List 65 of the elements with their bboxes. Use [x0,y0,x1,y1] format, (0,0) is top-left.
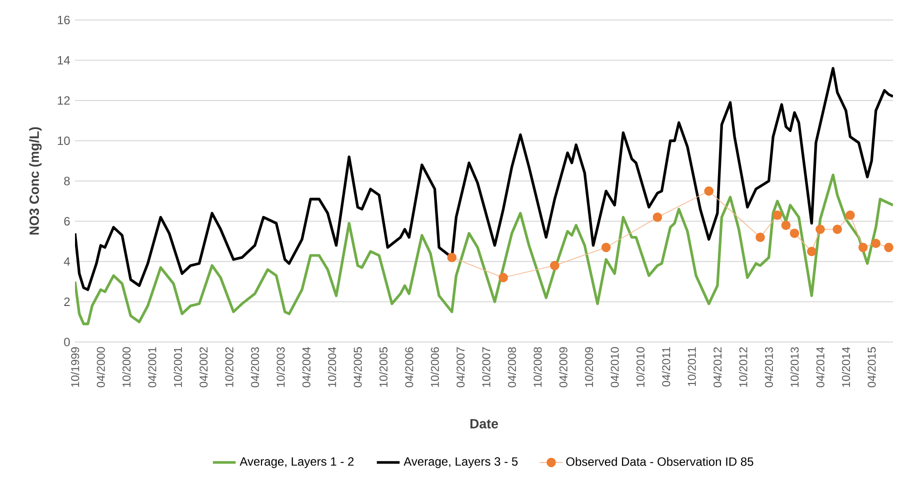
x-tick-label: 04/2009 [559,347,568,388]
x-tick-label: 10/2008 [533,347,542,387]
y-tick-label: 2 [64,298,70,306]
point [601,242,611,252]
y-axis-title: NO3 Conc (mg/L) [29,127,42,235]
point [832,224,842,234]
point [858,242,868,252]
x-tick-label: 10/2013 [790,347,799,387]
point [816,224,825,234]
x-tick-label: 04/2006 [404,347,414,388]
x-tick-label: 04/2008 [508,347,516,388]
x-tick-label: 10/2002 [225,347,234,387]
x-tick-label: 10/2003 [276,347,285,387]
y-tick-label: 6 [64,216,70,226]
x-tick-label: 04/2004 [302,347,310,388]
x-tick-label: 04/2014 [816,347,824,388]
x-tick-label: 04/2003 [250,347,260,388]
x-tick-label: 10/2011 [688,347,696,386]
y-tick-label: 12 [58,96,70,105]
point [806,246,816,256]
point [756,232,765,242]
x-tick-label: 04/2001 [148,347,156,388]
legend-label: Observed Data - Observation ID 85 [566,457,754,466]
x-tick-label: 04/2005 [354,347,362,388]
x-tick-label: 10/2014 [842,347,850,387]
x-tick-label: 04/2007 [456,347,465,388]
legend-label: Average, Layers 3 - 5 [404,457,518,468]
x-tick-label: 10/2000 [122,347,131,387]
point [884,242,894,252]
x-tick-label: 10/2006 [430,347,439,387]
x-tick-label: 10/2010 [636,347,644,387]
x-tick-label: 04/2002 [199,347,208,388]
point [550,260,560,270]
point [846,210,855,220]
point [781,220,791,230]
point [790,228,800,238]
y-tick-label: 8 [64,176,70,186]
x-tick-label: 04/2011 [662,347,670,386]
x-tick-label: 10/2005 [379,347,388,387]
y-tick-label: 14 [58,56,70,64]
line-series [75,174,894,326]
point [447,252,457,262]
point [871,238,881,248]
x-tick-label: 10/2004 [328,347,336,387]
x-tick-label: 04/2012 [713,347,722,388]
legend-label: Average, Layers 1 - 2 [240,457,354,468]
point [772,210,782,220]
x-tick-label: 10/2001 [174,347,182,387]
y-tick-label: 4 [64,257,70,266]
x-tick-label: 10/1999 [70,347,80,387]
line-series [75,66,894,292]
point [704,186,714,196]
x-tick-label: 04/2010 [610,347,619,388]
point [498,272,508,282]
x-tick-label: 04/2015 [867,347,876,388]
y-tick-label: 16 [58,16,70,24]
y-tick-label: 0 [64,338,70,346]
x-tick-label: 04/2000 [96,347,105,388]
y-tick-label: 10 [58,136,70,146]
x-tick-label: 10/2012 [738,347,748,387]
x-tick-label: 04/2013 [764,347,773,388]
x-axis-title: Date [470,419,498,428]
x-tick-label: 10/2009 [584,347,594,387]
point [652,212,662,222]
x-tick-label: 10/2007 [482,347,490,387]
